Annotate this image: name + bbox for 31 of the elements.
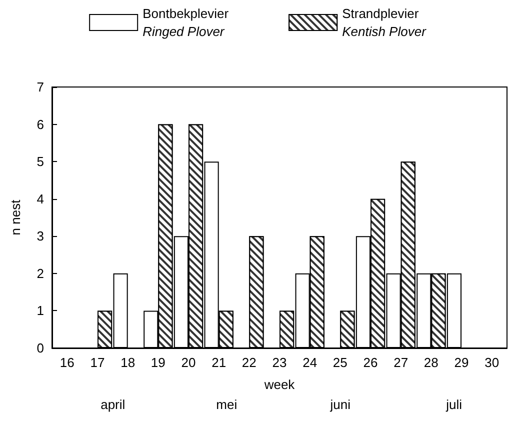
y-tick-label: 2: [36, 266, 44, 281]
y-tick-label: 0: [36, 340, 44, 356]
legend-label: Strandplevier Kentish Plover: [342, 6, 427, 39]
y-tick-label: 5: [36, 154, 44, 170]
x-tick-label: 25: [332, 355, 348, 370]
legend-label: Bontbekplevier Ringed Plover: [142, 6, 230, 39]
y-axis-title: n nest: [8, 199, 23, 236]
y-tick-label: 6: [36, 116, 44, 132]
x-axis-title: week: [263, 377, 296, 392]
text: juni: [329, 397, 351, 412]
x-tick-label: 22: [242, 355, 256, 370]
x-tick-label: 29: [454, 355, 469, 370]
x-tick-label: 19: [150, 355, 166, 370]
x-tick-label: 20: [181, 355, 196, 370]
x-tick-label: 23: [272, 355, 287, 370]
text: juli: [445, 397, 462, 412]
x-tick-label: 21: [212, 355, 226, 370]
y-tick-label: 7: [36, 80, 44, 94]
x-tick-label: 18: [120, 355, 136, 370]
x-tick-label: 27: [394, 355, 408, 370]
y-tick-label: 3: [36, 228, 44, 244]
y-tick-label: 4: [36, 191, 44, 206]
x-tick-label: 30: [484, 355, 500, 370]
x-tick-label: 16: [60, 355, 74, 370]
text: april: [100, 397, 126, 412]
x-tick-label: 28: [424, 355, 438, 370]
text: mei: [216, 397, 238, 412]
x-tick-label: 26: [363, 355, 378, 370]
x-tick-label: 24: [302, 355, 318, 370]
y-tick-label: 1: [36, 303, 44, 318]
x-tick-label: 17: [90, 355, 105, 370]
